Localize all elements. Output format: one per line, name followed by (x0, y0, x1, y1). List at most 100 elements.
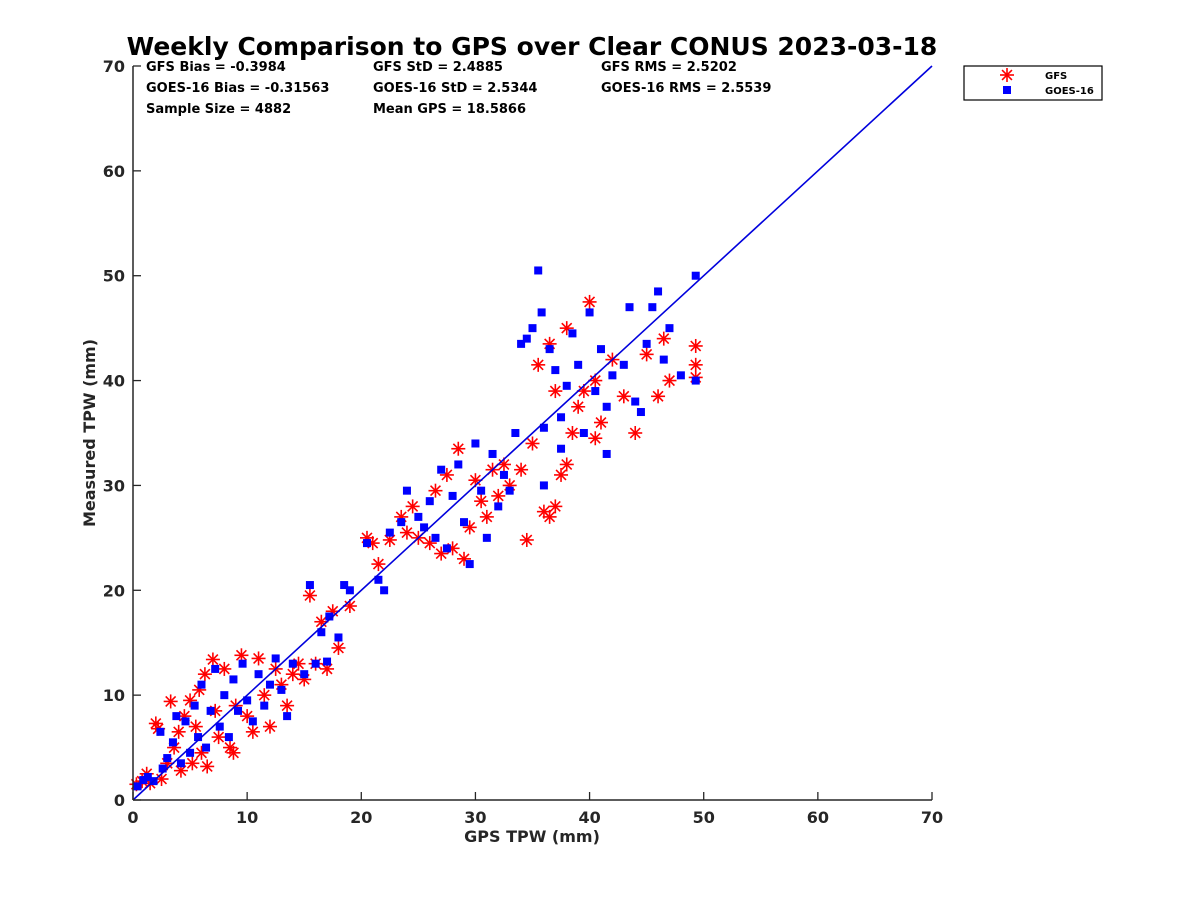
goes16-point (288, 659, 297, 668)
gfs-point (257, 688, 272, 703)
goes16-point (265, 680, 274, 689)
gfs-point (554, 467, 569, 482)
goes16-point (442, 544, 451, 553)
gfs-point (399, 525, 414, 540)
goes16-point (691, 271, 700, 280)
gfs-point (331, 640, 346, 655)
legend-goes-square (1003, 86, 1011, 94)
y-tick-label: 40 (103, 372, 125, 391)
y-tick-label: 20 (103, 581, 125, 600)
goes16-point (215, 722, 224, 731)
gfs-point (217, 661, 232, 676)
goes16-point (471, 439, 480, 448)
gfs-point (474, 494, 489, 509)
goes16-point (505, 486, 514, 495)
gfs-point (548, 499, 563, 514)
gfs-point (200, 759, 215, 774)
stat-gfs-std: GFS StD = 2.4885 (373, 60, 503, 75)
axes: 0 10 20 30 40 50 60 70 0 10 20 30 40 50 60 70 (103, 57, 943, 827)
x-tick-label: 10 (236, 808, 258, 827)
gfs-point (651, 389, 666, 404)
gfs-point (451, 441, 466, 456)
y-tick-label: 50 (103, 267, 125, 286)
gfs-point (531, 357, 546, 372)
legend-box (963, 65, 1103, 101)
goes16-point (636, 408, 645, 417)
gfs-point (559, 457, 574, 472)
x-tick-label: 50 (693, 808, 715, 827)
goes16-point (591, 387, 600, 396)
goes16-point (642, 339, 651, 348)
goes16-point (323, 657, 332, 666)
goes16-point (202, 743, 211, 752)
series-gfs (129, 294, 703, 792)
reference-line (132, 65, 933, 801)
legend-gfs-marker (1000, 68, 1014, 82)
goes16-point (551, 366, 560, 375)
legend-gfs-label: GFS (1045, 71, 1067, 82)
goes16-point (283, 712, 292, 721)
goes16-point (172, 712, 181, 721)
gfs-point (405, 499, 420, 514)
goes16-point (448, 491, 457, 500)
goes16-point (414, 512, 423, 521)
gfs-point (234, 648, 249, 663)
goes16-point (477, 486, 486, 495)
goes16-point (574, 360, 583, 369)
goes16-point (402, 486, 411, 495)
goes16-point (545, 345, 554, 354)
y-tick-label: 30 (103, 476, 125, 495)
gfs-point (171, 724, 186, 739)
gfs-point (571, 399, 586, 414)
gfs-point (185, 756, 200, 771)
goes16-point (494, 502, 503, 511)
gfs-point (588, 373, 603, 388)
goes16-point (206, 706, 215, 715)
goes16-point (224, 733, 233, 742)
gfs-point (628, 426, 643, 440)
stat-sample-size: Sample Size = 4882 (146, 102, 291, 117)
gfs-point (639, 347, 654, 362)
goes16-point (465, 560, 474, 569)
goes16-point (676, 371, 685, 380)
goes16-point (139, 776, 148, 785)
gfs-point (428, 483, 443, 498)
goes16-point (460, 518, 469, 527)
legend: GFS GOES-16 (963, 65, 1103, 101)
goes16-point (534, 266, 543, 275)
gfs-point (588, 431, 603, 446)
stat-goes-bias: GOES-16 Bias = -0.31563 (146, 81, 329, 96)
stat-mean-gps: Mean GPS = 18.5866 (373, 102, 526, 117)
goes16-point (579, 429, 588, 437)
gfs-point (662, 373, 677, 388)
goes16-point (539, 481, 548, 490)
goes16-point (190, 701, 199, 710)
chart-title: Weekly Comparison to GPS over Clear CONU… (127, 32, 938, 61)
goes16-point (431, 533, 440, 542)
goes16-point (517, 339, 526, 348)
stat-gfs-rms: GFS RMS = 2.5202 (601, 60, 737, 75)
gfs-point (371, 557, 386, 572)
goes16-point (340, 581, 349, 590)
goes16-point (163, 754, 172, 763)
goes16-point (300, 670, 309, 679)
gfs-point (280, 698, 295, 713)
stat-goes-std: GOES-16 StD = 2.5344 (373, 81, 537, 96)
goes16-point (654, 287, 663, 296)
goes16-point (186, 748, 195, 757)
goes16-point (254, 670, 263, 679)
goes16-point (665, 324, 674, 333)
goes16-point (528, 324, 537, 333)
goes16-point (194, 733, 203, 742)
gfs-point (688, 357, 703, 372)
goes16-point (211, 664, 220, 673)
goes16-point (168, 738, 177, 747)
gfs-point (491, 488, 506, 503)
goes16-point (181, 717, 190, 726)
goes16-point (238, 659, 247, 668)
goes16-point (420, 523, 429, 532)
gfs-point (285, 667, 300, 682)
goes16-point (317, 628, 326, 637)
goes16-point (522, 334, 531, 343)
goes16-point (133, 782, 142, 791)
